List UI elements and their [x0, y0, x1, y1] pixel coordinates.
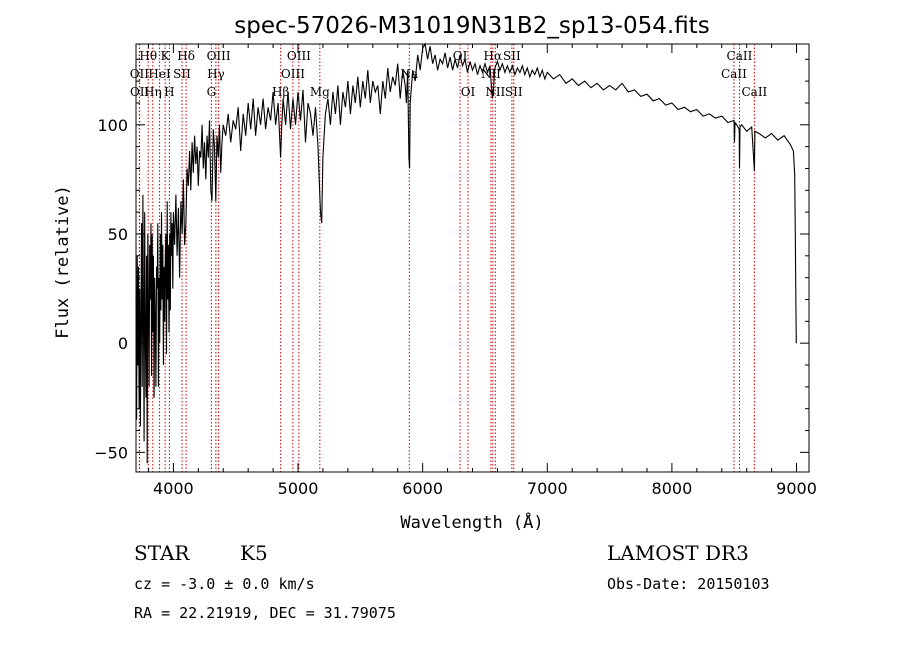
y-tick-label: 0	[118, 334, 128, 353]
line-label: OII	[130, 85, 150, 99]
line-label: Hγ	[207, 67, 225, 81]
object-class: STAR	[134, 541, 190, 565]
line-label: OI	[461, 85, 476, 99]
survey-name: LAMOST DR3	[607, 541, 749, 565]
chart-title: spec-57026-M31019N31B2_sp13-054.fits	[234, 13, 709, 39]
line-label: Hα	[484, 49, 503, 63]
line-label: SII	[505, 85, 523, 99]
x-tick-label: 5000	[278, 479, 319, 498]
line-label: Hδ	[177, 49, 195, 63]
x-axis-label: Wavelength (Å)	[400, 511, 543, 533]
coords-text: RA = 22.21919, DEC = 31.79075	[134, 604, 396, 622]
line-label: OII	[130, 67, 150, 81]
line-label: CaII	[727, 49, 753, 63]
x-tick-label: 7000	[527, 479, 568, 498]
line-label: OIII	[287, 49, 311, 63]
line-label: NII	[485, 85, 505, 99]
y-axis-ticks: −50 0 50 100	[94, 58, 809, 462]
line-label: OIII	[281, 67, 305, 81]
line-label: Mg	[310, 85, 330, 99]
line-label: SII	[503, 49, 521, 63]
y-axis-label: Flux (relative)	[53, 185, 73, 339]
x-tick-label: 9000	[776, 479, 817, 498]
x-tick-label: 4000	[153, 479, 194, 498]
line-label: Hη	[144, 85, 162, 99]
y-tick-label: −50	[94, 443, 128, 462]
x-tick-label: 8000	[652, 479, 693, 498]
line-label: Hβ	[272, 85, 289, 99]
line-label: SII	[173, 67, 191, 81]
line-label: CaII	[741, 85, 767, 99]
object-subclass: K5	[240, 541, 268, 565]
obs-date-text: Obs-Date: 20150103	[607, 575, 770, 593]
line-label: Na	[400, 67, 418, 81]
x-axis-ticks: 4000 5000 6000 7000 8000 9000	[147, 44, 817, 498]
redshift-text: cz = -3.0 ± 0.0 km/s	[134, 575, 315, 593]
x-tick-label: 6000	[402, 479, 443, 498]
line-label: H	[164, 85, 174, 99]
y-tick-label: 100	[97, 116, 128, 135]
line-label: G	[207, 85, 217, 99]
line-label: OIII	[207, 49, 231, 63]
line-label: HeI	[148, 67, 171, 81]
flux-series-line	[135, 42, 797, 464]
line-label: K	[161, 49, 171, 63]
line-label: CaII	[721, 67, 747, 81]
plot-frame	[135, 43, 810, 473]
line-label: Hθ	[139, 49, 157, 63]
y-tick-label: 50	[108, 225, 128, 244]
line-markers	[138, 44, 755, 472]
